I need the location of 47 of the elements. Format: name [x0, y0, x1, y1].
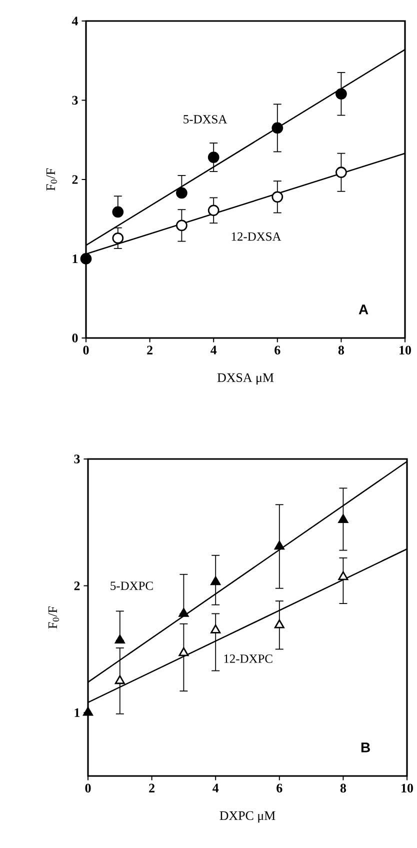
point [80, 253, 92, 264]
x-tick-label: 10 [402, 784, 413, 793]
x-tick-label: 8 [338, 346, 344, 354]
y-tick-label: 2 [72, 175, 78, 184]
x-tick-label: 4 [212, 784, 219, 792]
point [272, 122, 284, 134]
point [208, 152, 220, 163]
y-tick-label: 3 [74, 454, 80, 464]
annotation: B [361, 742, 370, 752]
y-tick-label: 1 [74, 708, 80, 717]
point [178, 647, 189, 656]
x-axis-title: DXPC μM [220, 811, 276, 823]
x-tick-label: 10 [400, 346, 411, 354]
legend-label: 5-DXPC [110, 582, 153, 590]
x-axis-title: DXSA μM [217, 373, 274, 385]
y-tick-label: 0 [72, 334, 78, 342]
x-tick-label: 8 [340, 784, 346, 793]
x-tick-label: 2 [147, 346, 152, 354]
point [178, 608, 189, 617]
point [112, 206, 124, 218]
y-tick-label: 3 [72, 96, 78, 105]
point [336, 88, 347, 100]
point [114, 634, 125, 644]
y-tick-label: 2 [74, 582, 80, 590]
x-tick-label: 6 [276, 784, 282, 792]
series-label: 12-DXSA [232, 232, 282, 241]
series-label: 12-DXPC [224, 654, 272, 663]
y-tick-label: 4 [72, 16, 78, 26]
point [210, 624, 221, 634]
y-tick-label: 1 [72, 254, 78, 264]
annotation: A [358, 304, 368, 314]
point [338, 571, 348, 580]
y-axis-title: F$_{0}$/F [46, 168, 57, 191]
x-tick-label: 4 [210, 346, 217, 354]
x-tick-label: 0 [83, 346, 89, 354]
point [274, 540, 284, 550]
text: 5-DXSA [184, 115, 228, 124]
x-tick-label: 6 [274, 346, 280, 354]
point [82, 706, 94, 716]
point [274, 619, 284, 628]
point [114, 675, 125, 684]
y-axis-title: F$_{0}$/F [48, 606, 59, 629]
x-tick-label: 2 [149, 784, 154, 792]
point [210, 576, 221, 586]
x-tick-label: 0 [85, 784, 91, 793]
point [338, 514, 348, 524]
point [176, 187, 188, 199]
